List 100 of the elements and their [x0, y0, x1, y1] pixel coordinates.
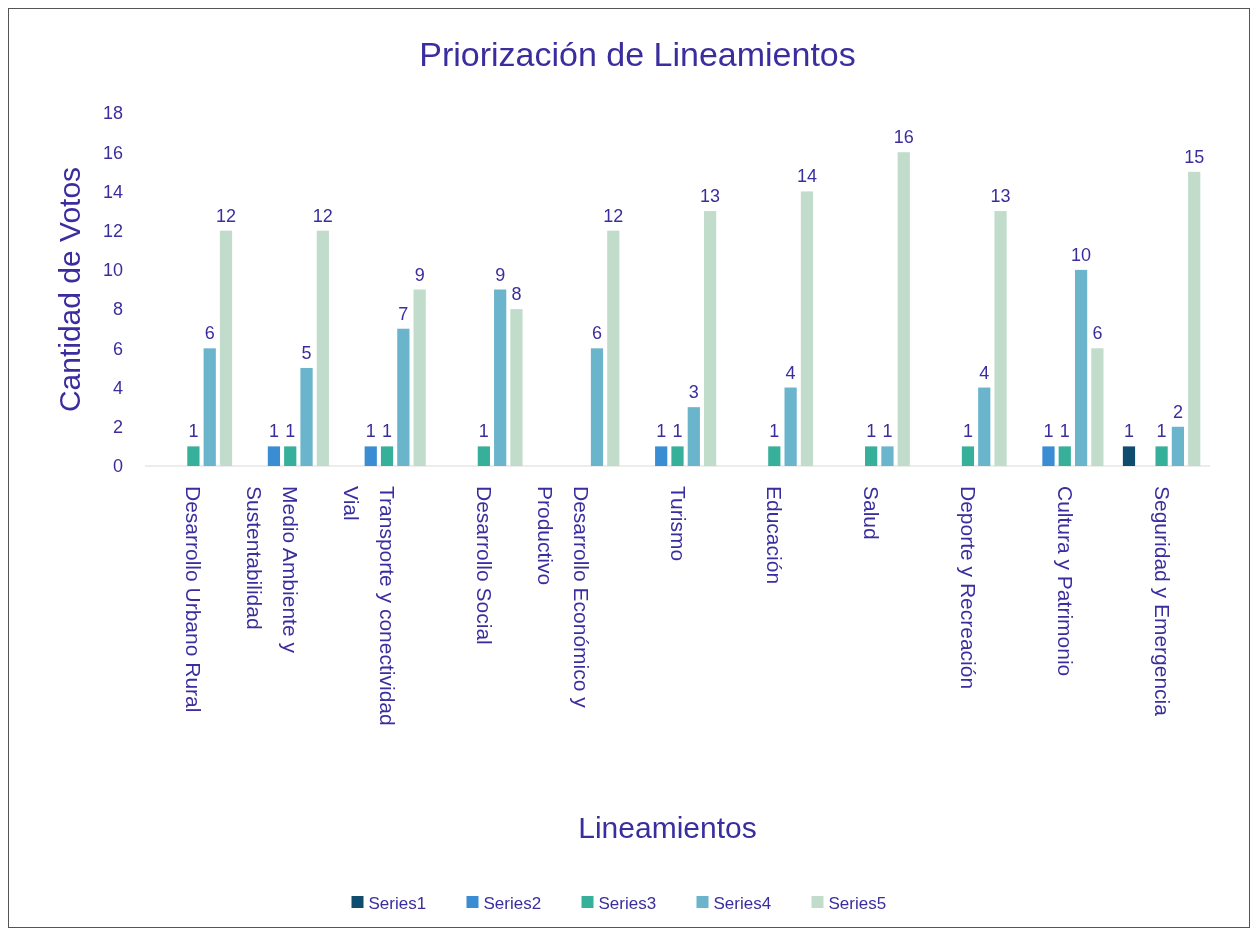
data-label: 3	[688, 382, 699, 403]
data-label: 1	[769, 421, 780, 442]
data-label: 1	[382, 421, 393, 442]
data-label: 1	[1156, 421, 1167, 442]
bar	[1122, 446, 1136, 466]
bar	[477, 446, 490, 466]
bar	[784, 387, 797, 466]
data-label: 1	[268, 421, 279, 442]
data-label: 6	[204, 323, 215, 344]
data-label: 7	[398, 303, 409, 324]
bar	[494, 289, 507, 466]
data-label: 16	[893, 127, 914, 148]
bar	[267, 446, 281, 466]
data-label: 1	[285, 421, 296, 442]
data-label: 2	[1172, 401, 1183, 422]
bar	[364, 446, 377, 466]
bar	[380, 446, 394, 466]
bar	[1188, 171, 1201, 466]
bar	[219, 230, 233, 466]
bar	[704, 211, 717, 466]
data-label: 1	[478, 421, 489, 442]
bar	[607, 230, 620, 466]
bar	[284, 446, 297, 466]
y-tick-label: 0	[112, 456, 123, 477]
data-label: 6	[591, 323, 602, 344]
legend-label: Series4	[713, 893, 772, 913]
data-label: 4	[785, 362, 796, 383]
data-label: 1	[365, 421, 376, 442]
data-label: 1	[866, 421, 877, 442]
x-tick-label: Cultura y Patrimonio	[1053, 486, 1077, 677]
y-tick-label: 18	[102, 103, 123, 124]
x-tick-label: Desarrollo Social	[472, 486, 496, 645]
legend-label: Series3	[598, 893, 657, 913]
y-tick-label: 10	[102, 260, 123, 281]
data-label: 13	[990, 186, 1011, 207]
y-tick-label: 14	[102, 181, 123, 202]
x-tick-label: Medio Ambiente y Sustentabilidad	[243, 486, 303, 654]
bar	[1091, 348, 1104, 466]
x-tick-label: Transporte y conectividad Vial	[340, 486, 400, 726]
bar	[413, 289, 426, 466]
bar	[1058, 446, 1071, 466]
y-tick-label: 16	[102, 142, 123, 163]
data-label: 10	[1071, 244, 1092, 265]
data-label: 13	[700, 186, 721, 207]
data-label: 15	[1184, 146, 1205, 167]
y-tick-label: 6	[112, 338, 123, 359]
bar	[1155, 446, 1168, 466]
x-tick-label: Turismo	[666, 486, 690, 562]
data-label: 1	[882, 421, 893, 442]
data-label: 9	[414, 264, 425, 285]
data-label: 12	[603, 205, 624, 226]
x-tick-label: Desarrollo Económico y Productivo	[533, 486, 593, 709]
bar	[897, 152, 910, 466]
bar	[300, 367, 313, 466]
y-tick-label: 4	[112, 377, 123, 398]
data-label: 12	[216, 205, 237, 226]
bar	[316, 230, 329, 466]
data-label: 1	[1059, 421, 1070, 442]
data-label: 1	[1123, 421, 1134, 442]
data-label: 14	[796, 166, 817, 187]
x-tick-label: Educación	[763, 486, 787, 585]
y-axis-title: Cantidad de Votos	[53, 166, 86, 413]
data-label: 6	[1092, 323, 1103, 344]
bar	[1042, 446, 1055, 466]
bar	[655, 446, 668, 466]
y-tick-label: 12	[102, 220, 123, 241]
bar	[865, 446, 878, 466]
y-tick-label: 2	[112, 417, 123, 438]
data-label: 8	[511, 284, 522, 305]
bar	[590, 348, 604, 466]
data-label: 12	[312, 205, 333, 226]
bar	[961, 446, 975, 466]
x-tick-label: Seguridad y Emergencia	[1150, 486, 1174, 717]
data-label: 1	[656, 421, 667, 442]
x-tick-label: Deporte y Recreación	[956, 486, 980, 690]
bar	[687, 407, 700, 466]
bar	[978, 387, 991, 466]
legend-label: Series5	[828, 893, 887, 913]
bar	[800, 191, 814, 466]
legend-label: Series1	[368, 893, 427, 913]
chart-title: Priorización de Lineamientos	[419, 35, 856, 73]
bar	[994, 211, 1007, 466]
x-tick-label: Desarrollo Urbano Rural	[182, 486, 206, 713]
data-label: 1	[188, 421, 199, 442]
y-tick-label: 8	[112, 299, 123, 320]
bar	[881, 446, 894, 466]
legend-label: Series2	[483, 893, 542, 913]
x-axis-title: Lineamientos	[578, 811, 757, 844]
bar	[510, 309, 523, 466]
data-label: 1	[1043, 421, 1054, 442]
bar	[768, 446, 781, 466]
bar	[671, 446, 684, 466]
data-label: 5	[301, 342, 312, 363]
x-tick-label: Salud	[860, 486, 884, 540]
bar	[1074, 269, 1088, 466]
bar	[1171, 426, 1185, 466]
data-label: 9	[495, 264, 506, 285]
bar	[203, 348, 216, 466]
data-label: 1	[672, 421, 683, 442]
bar	[187, 446, 200, 466]
